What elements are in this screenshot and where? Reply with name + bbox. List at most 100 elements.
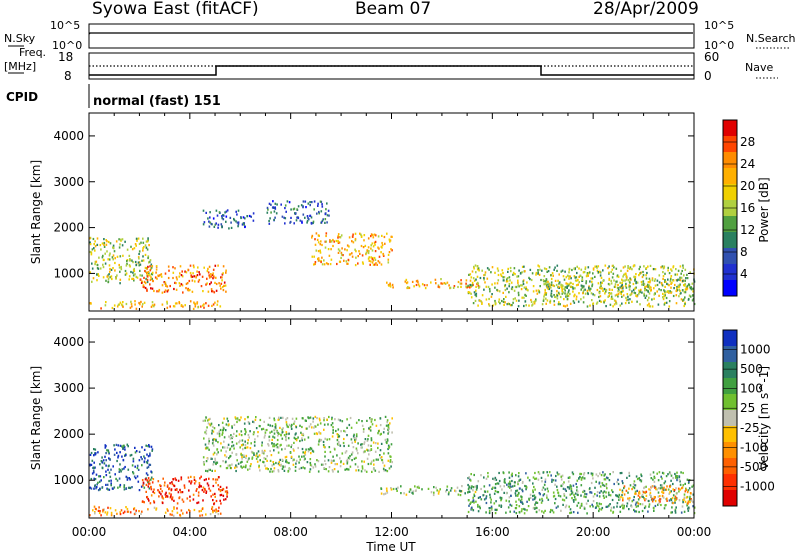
data-cell [533,494,536,497]
data-cell [93,461,95,464]
data-cell [560,475,563,478]
data-cell [550,292,553,295]
data-cell [542,299,545,302]
data-cell [468,504,470,507]
data-cell [552,511,555,514]
data-cell [337,240,339,243]
data-cell [239,446,241,449]
data-cell [621,480,624,483]
data-cell [644,505,647,508]
data-cell [285,432,288,435]
data-cell [485,511,487,514]
data-cell [332,455,334,458]
data-cell [188,279,191,283]
data-cell [477,267,480,270]
data-cell [599,283,602,287]
data-cell [548,266,551,269]
data-cell [666,290,669,293]
data-cell [600,508,603,511]
data-cell [524,300,527,303]
data-cell [209,216,211,219]
data-cell [395,487,398,490]
data-cell [684,282,686,286]
data-cell [141,479,144,482]
nave-tick-top: 60 [704,50,719,64]
data-cell [179,272,181,275]
data-cell [307,450,310,453]
data-cell [353,433,355,436]
data-cell [327,470,330,473]
data-cell [314,415,317,418]
data-cell [225,455,228,458]
data-cell [529,493,532,496]
data-cell [291,423,293,426]
data-cell [150,263,153,266]
data-cell [641,493,644,496]
data-cell [303,455,305,458]
data-cell [552,274,554,277]
data-cell [371,242,374,245]
data-cell [592,500,595,503]
data-cell [103,476,105,479]
data-cell [589,505,591,508]
data-cell [323,259,325,262]
data-cell [183,484,186,487]
data-cell [491,266,494,269]
freq-tick-bottom: 8 [64,69,72,83]
data-cell [557,473,559,476]
data-cell [304,419,307,422]
data-cell [568,476,571,479]
data-cell [560,478,563,481]
data-cell [288,432,290,435]
data-cell [590,481,593,485]
data-cell [619,286,621,289]
data-cell [132,277,135,280]
data-cell [236,417,239,420]
data-cell [149,274,151,277]
data-cell [677,269,680,272]
data-cell [609,303,612,306]
data-cell [508,496,511,499]
data-cell [344,248,346,251]
data-cell [246,416,249,419]
data-cell [221,279,223,282]
data-cell [302,200,305,203]
data-cell [622,499,624,502]
data-cell [387,428,389,431]
data-cell [235,210,237,213]
data-cell [109,270,111,273]
data-cell [253,431,255,434]
data-cell [144,269,146,273]
data-cell [201,514,204,517]
data-cell [273,449,275,452]
data-cell [622,294,625,297]
data-cell [647,290,650,293]
data-cell [439,488,441,491]
data-cell [199,485,202,488]
data-cell [545,280,548,283]
data-cell [538,273,541,276]
data-cell [332,244,334,248]
data-cell [220,502,222,505]
data-cell [523,286,526,289]
data-cell [130,300,132,303]
data-cell [476,265,479,268]
data-cell [211,506,214,509]
data-cell [610,279,612,282]
data-cell [625,299,628,302]
data-cell [127,468,130,471]
data-cell [96,279,98,282]
data-cell [94,263,96,266]
data-cell [610,270,612,274]
data-cell [687,502,689,505]
data-cell [596,502,598,505]
data-cell [432,493,435,497]
data-cell [237,462,240,465]
data-cell [266,211,269,214]
data-cell [120,470,122,473]
data-cell [274,206,276,209]
data-cell [570,485,572,488]
data-cell [233,447,235,450]
data-cell [173,287,175,291]
data-cell [599,295,602,298]
